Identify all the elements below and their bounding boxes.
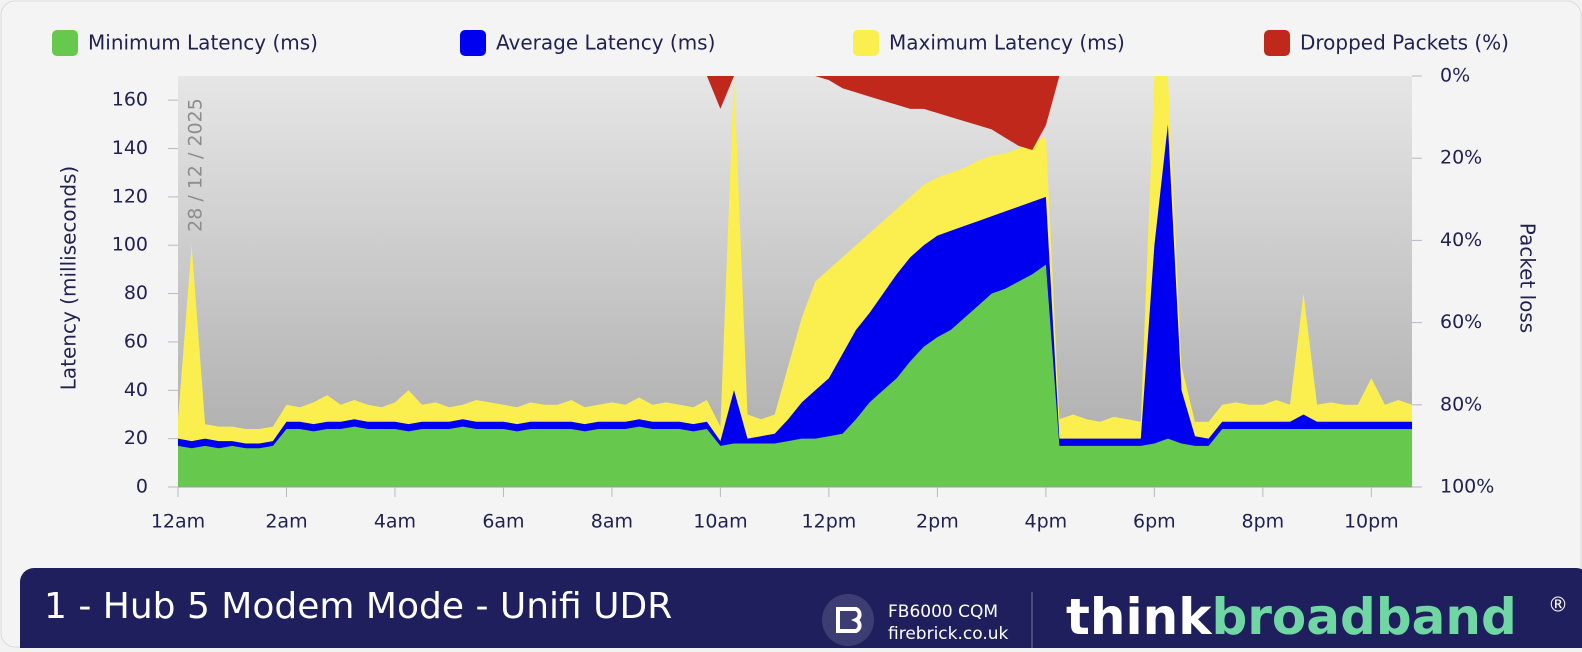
- device-name: FB6000 CQM: [888, 602, 998, 622]
- legend-swatch: [853, 30, 879, 56]
- footer-title: 1 - Hub 5 Modem Mode - Unifi UDR: [44, 586, 672, 627]
- footer-banner: [20, 568, 1582, 652]
- x-tick-label: 2am: [265, 511, 307, 533]
- y2-axis-title: Packet loss: [1516, 223, 1540, 333]
- legend-label: Maximum Latency (ms): [889, 31, 1125, 55]
- legend-swatch: [1264, 30, 1290, 56]
- x-tick-label: 8pm: [1241, 511, 1284, 533]
- device-site: firebrick.co.uk: [888, 624, 1009, 644]
- brand-broadband: broadband: [1211, 588, 1516, 646]
- y-axis-title: Latency (milliseconds): [57, 166, 81, 390]
- y-tick-label: 80: [124, 282, 148, 304]
- y-tick-label: 40: [124, 379, 148, 401]
- x-tick-label: 12pm: [802, 511, 857, 533]
- y2-tick-label: 40%: [1440, 229, 1482, 251]
- y-tick-label: 60: [124, 330, 148, 352]
- legend-swatch: [460, 30, 486, 56]
- legend-label: Average Latency (ms): [496, 31, 715, 55]
- device-logo: [822, 594, 874, 646]
- y-tick-label: 140: [112, 137, 148, 159]
- y2-tick-label: 20%: [1440, 147, 1482, 169]
- brand: thinkbroadband: [1066, 588, 1517, 646]
- x-tick-label: 10am: [693, 511, 747, 533]
- x-tick-label: 6pm: [1133, 511, 1176, 533]
- y2-tick-label: 100%: [1440, 476, 1494, 498]
- legend-label: Dropped Packets (%): [1300, 31, 1509, 55]
- y-tick-label: 160: [112, 89, 148, 111]
- x-tick-label: 4am: [374, 511, 416, 533]
- x-tick-label: 12am: [151, 511, 205, 533]
- y-tick-label: 0: [136, 476, 148, 498]
- brand-think: think: [1066, 588, 1213, 646]
- x-tick-label: 4pm: [1025, 511, 1068, 533]
- y-tick-label: 20: [124, 427, 148, 449]
- area-0: [178, 264, 1412, 487]
- y-tick-label: 120: [112, 185, 148, 207]
- legend-label: Minimum Latency (ms): [88, 31, 318, 55]
- x-tick-label: 8am: [591, 511, 633, 533]
- plot: [178, 76, 1412, 488]
- y2-tick-label: 0%: [1440, 65, 1470, 87]
- device-logo-mark: [836, 607, 862, 633]
- brand-mark: ®: [1548, 593, 1568, 617]
- y-tick-label: 100: [112, 234, 148, 256]
- date-label: 28 / 12 / 2025: [185, 98, 207, 232]
- x-tick-label: 10pm: [1344, 511, 1399, 533]
- x-tick-label: 6am: [482, 511, 524, 533]
- legend-swatch: [52, 30, 78, 56]
- x-tick-label: 2pm: [916, 511, 959, 533]
- y2-tick-label: 60%: [1440, 311, 1482, 333]
- y2-tick-label: 80%: [1440, 393, 1482, 415]
